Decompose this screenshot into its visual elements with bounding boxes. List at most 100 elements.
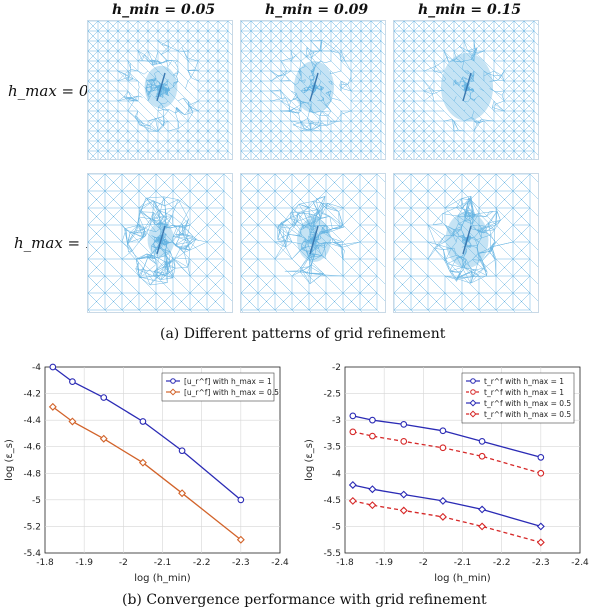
- data-point-s1-p0: [48, 402, 57, 411]
- legend-label-2: t_r^f with h_max = 0.5: [484, 399, 571, 408]
- legend-box: [461, 372, 575, 424]
- data-point-s2-p3: [438, 496, 447, 505]
- mesh-panel-hmax-1-hmin-0.05: [87, 173, 233, 313]
- mesh-panel-hmax-0.5-hmin-0.05: [87, 20, 233, 160]
- legend-marker-1: [470, 389, 476, 395]
- legend-marker-2: [469, 399, 477, 407]
- data-point-s0-p0: [49, 363, 57, 371]
- series-line-0: [352, 415, 541, 458]
- row-header-hmax-1: h_max = 1: [14, 234, 95, 252]
- y-tick-label: -2.5: [323, 390, 341, 400]
- data-point-s1-p5: [236, 535, 245, 544]
- data-point-s0-p1: [69, 378, 76, 385]
- x-tick-label: -2.1: [154, 558, 172, 568]
- data-point-s3-p0: [348, 496, 357, 505]
- x-tick-label: -2.3: [532, 558, 550, 568]
- legend-marker-0: [470, 378, 476, 384]
- x-axis-label: log (h_min): [434, 573, 491, 584]
- data-point-s1-p2: [400, 438, 408, 445]
- legend-label-1: t_r^f with h_max = 1: [484, 388, 564, 397]
- mesh-panel-hmax-1-hmin-0.09: [240, 173, 386, 313]
- series-line-1: [352, 431, 541, 474]
- data-point-s0-p4: [478, 438, 486, 445]
- data-point-s0-p2: [400, 421, 408, 428]
- data-point-s3-p5: [536, 538, 545, 547]
- legend-label-0: [u_r^f] with h_max = 1: [184, 377, 272, 386]
- y-axis-label: log (ε_s): [4, 439, 15, 481]
- legend-label-1: [u_r^f] with h_max = 0.5: [184, 388, 279, 397]
- data-point-s1-p4: [178, 489, 187, 498]
- y-tick-label: -5.2: [23, 522, 41, 532]
- series-line-2: [352, 484, 541, 528]
- y-tick-label: -3.5: [323, 443, 341, 453]
- y-tick-label: -3: [332, 416, 341, 426]
- y-tick-label: -4.8: [23, 469, 41, 479]
- data-point-s0-p3: [439, 427, 447, 435]
- x-tick-label: -1.8: [336, 558, 354, 568]
- data-point-s2-p1: [368, 485, 377, 494]
- data-point-s1-p4: [478, 452, 486, 460]
- data-point-s1-p3: [138, 458, 147, 467]
- data-point-s1-p2: [99, 434, 108, 443]
- legend-marker-1: [169, 388, 177, 396]
- data-point-s2-p0: [348, 480, 357, 489]
- legend-box: [161, 372, 275, 402]
- chart-left: -1.8 -1.9 -2 -2.1 -2.2 -2.3 -2.4 -4 -4.2 -4.4 -4.6…: [4, 363, 289, 584]
- data-point-s0-p4: [178, 447, 186, 455]
- data-point-s1-p3: [439, 444, 447, 452]
- x-tick-label: -1.9: [75, 558, 93, 568]
- y-axis-label: log (ε_s): [304, 439, 315, 481]
- legend-marker-3: [469, 410, 477, 418]
- x-tick-label: -2.4: [271, 558, 289, 568]
- series-line-1: [52, 406, 242, 541]
- y-tick-label: -4.6: [23, 443, 41, 453]
- x-tick-label: -2.1: [454, 558, 472, 568]
- x-tick-label: -2: [419, 558, 428, 568]
- data-point-s2-p2: [399, 490, 408, 499]
- mesh-panel-hmax-0.5-hmin-0.09: [240, 20, 386, 160]
- data-point-s0-p0: [349, 412, 357, 420]
- data-point-s0-p2: [100, 394, 108, 401]
- caption-a: (a) Different patterns of grid refinemen…: [160, 326, 446, 342]
- row-header-hmax-0.5: h_max = 0.5: [8, 82, 103, 100]
- x-tick-label: -2.3: [232, 558, 250, 568]
- legend-label-3: t_r^f with h_max = 0.5: [484, 410, 571, 419]
- chart-right: -1.8 -1.9 -2 -2.1 -2.2 -2.3 -2.4 -2 -2.5 -3 -3.5 -4…: [304, 363, 589, 584]
- x-tick-label: -2.2: [493, 558, 511, 568]
- data-point-s1-p0: [349, 428, 357, 436]
- data-point-s0-p5: [237, 496, 245, 504]
- y-tick-label: -4.4: [23, 416, 41, 426]
- data-point-s1-p1: [68, 417, 77, 426]
- column-header-hmin-0.05: h_min = 0.05: [112, 2, 216, 18]
- series-line-0: [52, 366, 242, 501]
- caption-b: (b) Convergence performance with grid re…: [122, 592, 487, 608]
- data-point-s2-p5: [536, 522, 545, 531]
- data-point-s1-p1: [369, 432, 376, 440]
- y-tick-label: -5: [32, 496, 41, 506]
- column-header-hmin-0.15: h_min = 0.15: [418, 2, 522, 18]
- x-tick-label: -1.8: [36, 558, 54, 568]
- mesh-panel-hmax-1-hmin-0.15: [393, 173, 539, 313]
- data-point-s0-p1: [369, 416, 376, 424]
- y-tick-label: -5.5: [323, 549, 341, 559]
- y-tick-label: -5.4: [23, 549, 41, 559]
- y-tick-label: -4.5: [323, 496, 341, 506]
- data-point-s3-p4: [478, 522, 487, 531]
- x-tick-label: -2.2: [193, 558, 211, 568]
- y-tick-label: -4.2: [23, 390, 41, 400]
- y-tick-label: -4: [32, 363, 41, 373]
- mesh-panel-hmax-0.5-hmin-0.15: [393, 20, 539, 160]
- y-tick-label: -5: [332, 522, 341, 532]
- data-point-s2-p4: [478, 505, 487, 514]
- legend-label-0: t_r^f with h_max = 1: [484, 377, 564, 386]
- x-tick-label: -2.4: [571, 558, 589, 568]
- data-point-s3-p2: [399, 506, 408, 515]
- x-axis-label: log (h_min): [134, 573, 191, 584]
- x-tick-label: -2: [119, 558, 128, 568]
- y-tick-label: -4: [332, 469, 341, 479]
- column-header-hmin-0.09: h_min = 0.09: [265, 2, 369, 18]
- y-tick-label: -2: [332, 363, 341, 373]
- data-point-s3-p1: [368, 501, 377, 510]
- data-point-s0-p5: [537, 453, 545, 461]
- data-point-s0-p3: [139, 418, 147, 425]
